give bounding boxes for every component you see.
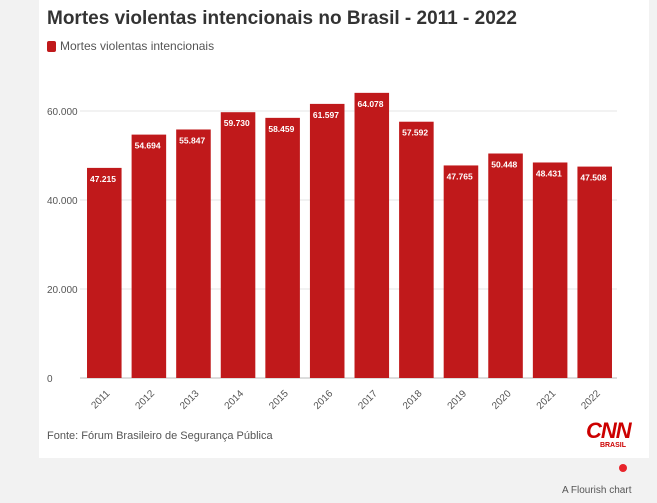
x-tick-label: 2021: [535, 388, 559, 412]
bar: [577, 166, 612, 378]
bar-data-label: 55.847: [179, 135, 205, 145]
bar: [131, 134, 167, 378]
bar: [265, 117, 300, 378]
x-tick-label: 2016: [312, 388, 336, 412]
flourish-icon[interactable]: [619, 464, 627, 472]
flourish-credit-link[interactable]: A Flourish chart: [562, 485, 632, 496]
logo-text: CNN: [586, 418, 632, 443]
bar: [220, 112, 256, 378]
legend-label: Mortes violentas intencionais: [60, 39, 215, 53]
y-tick-label: 40.000: [47, 196, 78, 207]
y-tick-label: 20.000: [47, 285, 78, 296]
bar: [354, 92, 390, 378]
bar-data-label: 47.765: [447, 171, 473, 181]
chart-title: Mortes violentas intencionais no Brasil …: [47, 8, 517, 29]
x-tick-label: 2013: [178, 388, 202, 412]
bar-data-label: 61.597: [313, 110, 339, 120]
x-tick-label: 2011: [89, 388, 112, 411]
bar: [443, 165, 479, 378]
x-tick-label: 2020: [490, 388, 514, 412]
cnn-brasil-logo: CNN BRASIL: [586, 418, 632, 454]
bar-data-label: 64.078: [358, 99, 384, 109]
x-tick-label: 2017: [356, 388, 380, 412]
logo-subtext: BRASIL: [599, 442, 626, 449]
bar-data-label: 54.694: [135, 141, 161, 151]
x-tick-label: 2019: [446, 388, 470, 412]
x-tick-label: 2022: [579, 388, 603, 412]
source-note: Fonte: Fórum Brasileiro de Segurança Púb…: [47, 430, 273, 442]
bar-data-label: 59.730: [224, 118, 250, 128]
x-tick-label: 2018: [401, 388, 425, 412]
bar: [87, 167, 122, 378]
bar: [488, 153, 523, 378]
bar: [399, 121, 434, 378]
legend-swatch: [47, 40, 56, 52]
y-tick-label: 0: [47, 374, 53, 385]
x-tick-label: 2012: [133, 388, 157, 412]
bar-data-label: 58.459: [268, 124, 294, 134]
bar-data-label: 47.215: [90, 174, 116, 184]
bar-data-label: 47.508: [580, 173, 606, 183]
bar-data-label: 48.431: [536, 168, 562, 178]
bar-data-label: 57.592: [402, 128, 428, 138]
x-tick-label: 2014: [223, 388, 247, 412]
bar: [176, 129, 211, 378]
bar: [532, 162, 568, 378]
bar: [309, 103, 345, 379]
y-tick-label: 60.000: [47, 107, 78, 118]
bar-data-label: 50.448: [491, 160, 517, 170]
legend[interactable]: Mortes violentas intencionais: [47, 39, 214, 53]
x-tick-label: 2015: [267, 388, 291, 412]
